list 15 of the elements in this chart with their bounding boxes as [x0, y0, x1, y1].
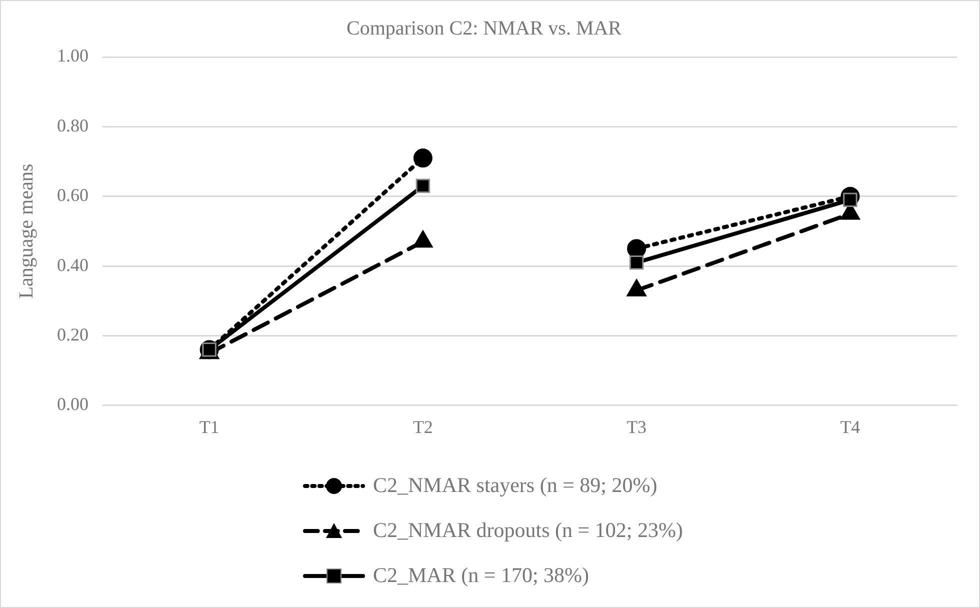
- y-tick-label: 0.80: [57, 115, 88, 136]
- x-tick-label: T4: [840, 416, 860, 437]
- y-tick-label: 0.00: [57, 394, 88, 414]
- x-tick-label: T3: [626, 416, 647, 437]
- y-tick-label: 1.00: [57, 46, 88, 66]
- chart-title: Comparison C2: NMAR vs. MAR: [346, 17, 622, 40]
- y-axis-title: Language means: [15, 164, 38, 299]
- x-tick-label: T1: [199, 416, 220, 437]
- legend-label: C2_NMAR stayers (n = 89; 20%): [373, 473, 658, 498]
- legend-label: C2_MAR (n = 170; 38%): [373, 563, 590, 588]
- y-tick-label: 0.20: [57, 324, 88, 344]
- legend-label: C2_NMAR dropouts (n = 102; 23%): [373, 518, 683, 543]
- x-tick-label: T2: [412, 416, 433, 437]
- y-tick-label: 0.40: [57, 254, 88, 275]
- y-tick-label: 0.60: [57, 185, 88, 206]
